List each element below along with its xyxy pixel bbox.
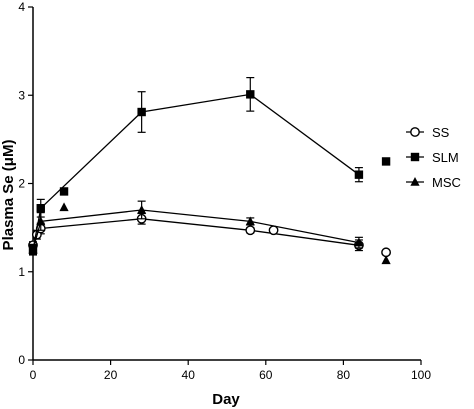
- series-slm-point: [137, 107, 146, 117]
- y-tick-label: 0: [18, 353, 25, 367]
- legend-item-msc: MSC: [406, 175, 461, 190]
- chart-series-layer: [28, 76, 391, 265]
- series-msc-point: [36, 216, 46, 226]
- legend-marker-slm: [410, 152, 420, 162]
- series-msc-point: [28, 244, 38, 254]
- series-ss-point: [268, 225, 279, 236]
- y-tick-label: 4: [18, 0, 25, 14]
- y-tick-label: 3: [18, 88, 25, 102]
- series-msc-point: [245, 216, 255, 226]
- series-msc-line: [32, 209, 360, 250]
- series-msc: [28, 200, 391, 265]
- legend-label-slm: SLM: [432, 150, 459, 165]
- series-slm-point: [59, 187, 69, 196]
- series-slm-line: [32, 93, 360, 250]
- legend-marker-ss: [410, 127, 420, 137]
- x-tick-label: 0: [30, 368, 37, 382]
- series-msc-point: [381, 255, 391, 265]
- series-slm-point: [354, 170, 364, 179]
- y-tick-label: 1: [18, 265, 25, 279]
- legend-item-slm: SLM: [406, 150, 459, 165]
- y-axis-title: Plasma Se (μM): [0, 140, 17, 251]
- y-tick-label: 2: [18, 177, 25, 191]
- legend-label-msc: MSC: [432, 175, 461, 190]
- series-slm-point: [381, 157, 391, 166]
- x-tick-label: 100: [411, 368, 431, 382]
- legend: SS SLM MSC: [406, 125, 461, 190]
- series-msc-point: [59, 202, 69, 212]
- legend-label-ss: SS: [432, 125, 450, 140]
- series-slm: [28, 76, 391, 256]
- x-axis-title: Day: [212, 391, 240, 408]
- series-msc-point: [137, 204, 147, 214]
- series-ss-point: [245, 225, 256, 236]
- x-tick-label: 80: [337, 368, 351, 382]
- series-slm-point: [36, 204, 45, 213]
- legend-marker-msc: [410, 177, 420, 186]
- legend-item-ss: SS: [406, 125, 450, 140]
- series-slm-point: [246, 90, 255, 99]
- series-ss-line: [32, 218, 359, 246]
- series-ss: [28, 212, 391, 258]
- series-msc-point: [354, 237, 364, 247]
- series-ss-point: [381, 247, 391, 258]
- x-tick-label: 40: [182, 368, 196, 382]
- x-tick-label: 60: [259, 368, 273, 382]
- x-tick-label: 20: [104, 368, 118, 382]
